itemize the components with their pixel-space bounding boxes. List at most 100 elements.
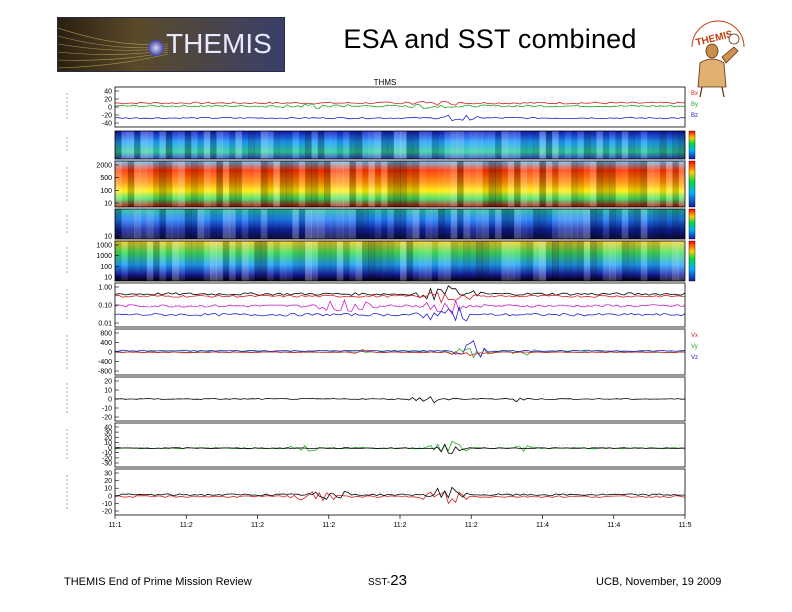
heatmap-texture bbox=[533, 161, 540, 207]
heatmap-texture bbox=[248, 131, 255, 159]
heatmap-texture bbox=[406, 241, 414, 281]
heatmap-texture bbox=[374, 241, 382, 281]
heatmap-texture bbox=[159, 209, 167, 239]
heatmap-texture bbox=[539, 209, 547, 239]
heatmap-texture bbox=[431, 209, 439, 239]
heatmap-texture bbox=[571, 131, 578, 159]
heatmap-texture bbox=[159, 131, 167, 159]
heatmap-texture bbox=[647, 241, 654, 281]
heatmap-texture bbox=[191, 209, 198, 239]
heatmap-texture bbox=[203, 131, 211, 159]
heatmap-texture bbox=[552, 131, 559, 159]
heatmap-texture bbox=[615, 241, 623, 281]
heatmap-electron-energy-esa bbox=[115, 241, 685, 281]
ytick-label: 10 bbox=[104, 201, 112, 208]
heatmap-texture bbox=[197, 241, 205, 281]
heatmap-texture bbox=[457, 241, 464, 281]
heatmap-texture bbox=[514, 241, 521, 281]
heatmap-texture bbox=[387, 241, 395, 281]
heatmap-texture bbox=[507, 161, 515, 207]
xtick-label: 11:2 bbox=[322, 522, 335, 529]
heatmap-texture bbox=[165, 161, 173, 207]
heatmap-texture bbox=[305, 161, 312, 207]
heatmap-texture bbox=[596, 209, 604, 239]
heatmap-texture bbox=[210, 161, 217, 207]
heatmap-texture bbox=[165, 209, 173, 239]
heatmap-texture bbox=[488, 161, 496, 207]
heatmap-texture bbox=[267, 131, 274, 159]
heatmap-texture bbox=[127, 241, 135, 281]
heatmap-texture bbox=[533, 209, 540, 239]
heatmap-texture bbox=[229, 161, 236, 207]
heatmap-texture bbox=[248, 241, 255, 281]
heatmap-texture bbox=[305, 209, 312, 239]
ytick-label: 100 bbox=[100, 264, 112, 271]
heatmap-texture bbox=[545, 131, 553, 159]
heatmap-texture bbox=[222, 241, 230, 281]
heatmap-texture bbox=[526, 241, 534, 281]
heatmap-texture bbox=[545, 241, 553, 281]
heatmap-texture bbox=[140, 241, 148, 281]
heatmap-texture bbox=[526, 161, 534, 207]
heatmap-texture bbox=[469, 209, 477, 239]
ytick-label: 40 bbox=[104, 425, 112, 432]
ytick-label: 1.00 bbox=[98, 285, 112, 292]
heatmap-texture bbox=[273, 161, 281, 207]
heatmap-texture bbox=[438, 241, 445, 281]
heatmap-texture bbox=[621, 131, 629, 159]
heatmap-texture bbox=[235, 241, 243, 281]
heatmap-texture bbox=[545, 161, 553, 207]
heatmap-texture bbox=[659, 131, 667, 159]
heatmap-texture bbox=[336, 131, 344, 159]
heatmap-texture bbox=[336, 241, 344, 281]
heatmap-texture bbox=[659, 241, 667, 281]
heatmap-texture bbox=[311, 209, 319, 239]
ytick-label: -20 bbox=[102, 509, 112, 516]
heatmap-texture bbox=[292, 161, 300, 207]
themis-summary-plot: THMS 40200-20-40BxByBz200050010010101000… bbox=[66, 78, 698, 529]
heatmap-texture bbox=[134, 131, 141, 159]
xtick-label: 11:4 bbox=[607, 522, 620, 529]
heatmap-texture bbox=[115, 241, 122, 281]
heatmap-texture bbox=[235, 131, 243, 159]
heatmap-texture bbox=[343, 161, 350, 207]
heatmap-texture bbox=[235, 209, 243, 239]
colorbar-ion-energy-sst bbox=[688, 130, 696, 160]
heatmap-texture bbox=[653, 161, 661, 207]
heatmap-texture bbox=[172, 131, 179, 159]
heatmap-texture bbox=[267, 209, 274, 239]
heatmap-texture bbox=[203, 241, 211, 281]
heatmap-texture bbox=[666, 161, 673, 207]
ytick-label: -10 bbox=[102, 450, 112, 457]
heatmap-texture bbox=[564, 241, 572, 281]
heatmap-texture bbox=[488, 209, 496, 239]
panel-frame bbox=[114, 240, 686, 282]
heatmap-texture bbox=[134, 241, 141, 281]
heatmap-texture bbox=[412, 209, 420, 239]
heatmap-texture bbox=[406, 161, 414, 207]
heatmap-texture bbox=[640, 131, 648, 159]
heatmap-texture bbox=[666, 241, 673, 281]
panel-ex: 20 10 0 -10 -20 bbox=[66, 376, 686, 422]
heatmap-texture bbox=[501, 241, 509, 281]
heatmap-texture bbox=[558, 161, 566, 207]
heatmap-texture bbox=[317, 131, 325, 159]
panel-electron-energy-sst: 10 bbox=[66, 208, 696, 241]
series-velocity-1 bbox=[114, 340, 686, 358]
heatmap-texture bbox=[273, 131, 281, 159]
heatmap-texture bbox=[419, 131, 426, 159]
heatmap-texture bbox=[140, 209, 148, 239]
heatmap-texture bbox=[406, 131, 414, 159]
heatmap-texture bbox=[609, 161, 616, 207]
heatmap-texture bbox=[317, 161, 325, 207]
heatmap-texture bbox=[634, 161, 642, 207]
ytick-label: 30 bbox=[104, 471, 112, 478]
heatmap-texture bbox=[387, 131, 395, 159]
footer-page-number: SST-23 bbox=[368, 572, 407, 589]
ytick-label: -20 bbox=[102, 113, 112, 120]
ytick-label: 400 bbox=[100, 340, 112, 347]
heatmap-texture bbox=[507, 241, 515, 281]
heatmap-texture bbox=[121, 241, 129, 281]
heatmap-texture bbox=[590, 161, 597, 207]
